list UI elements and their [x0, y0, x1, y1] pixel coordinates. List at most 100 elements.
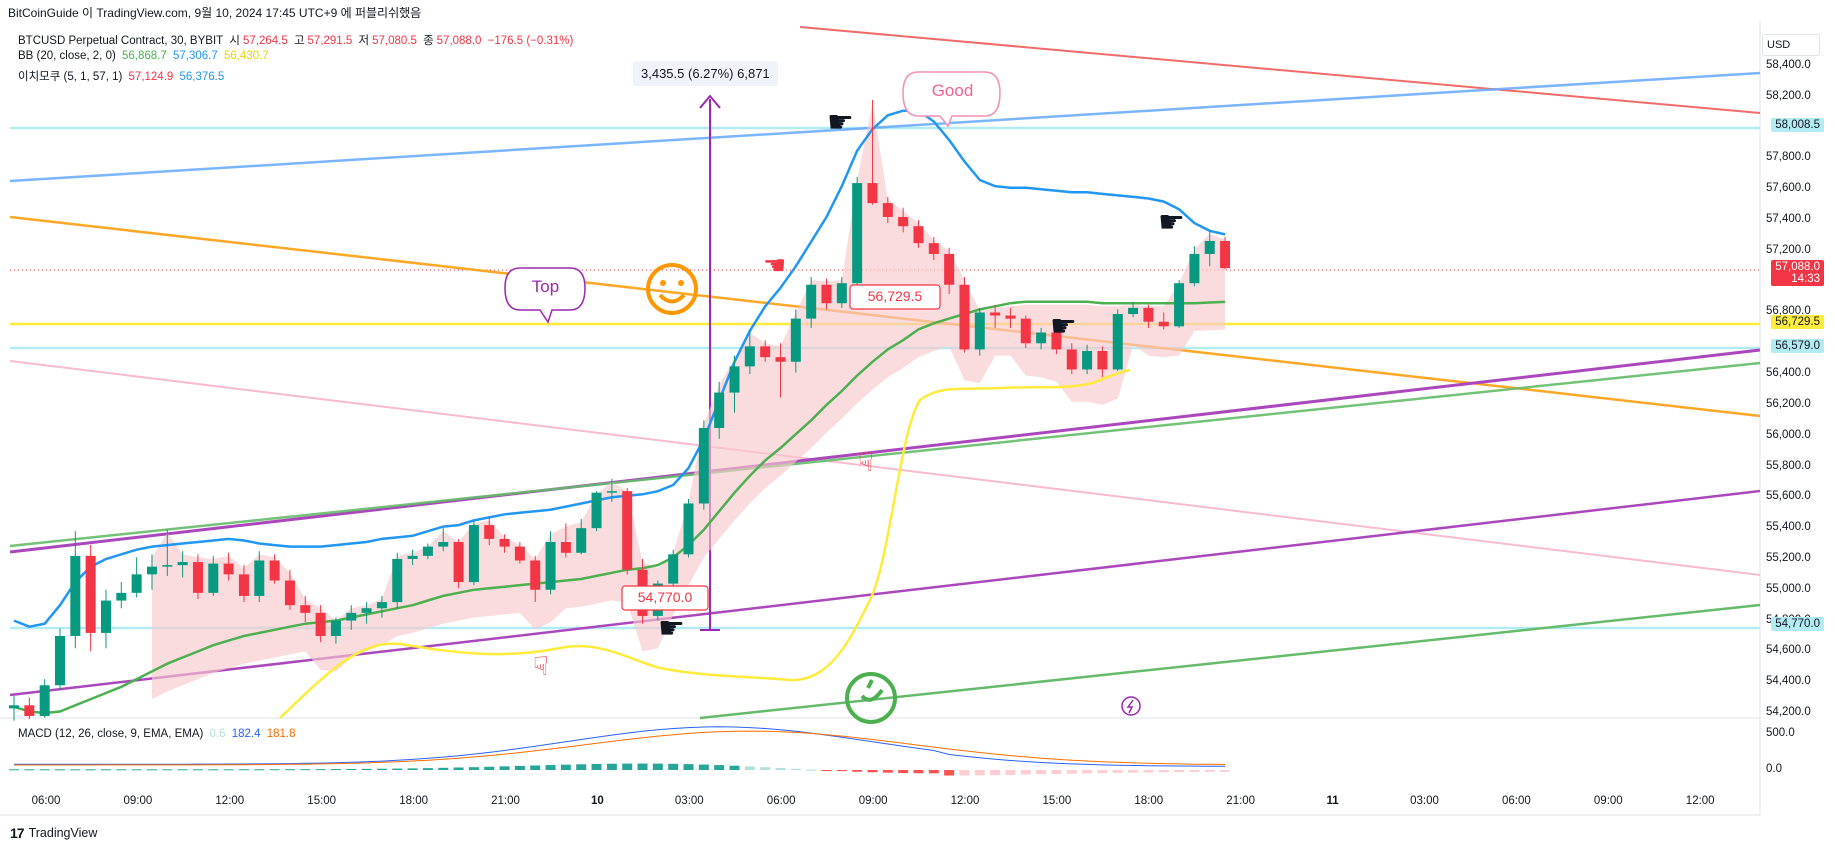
bb-lower-line [279, 368, 1131, 719]
candle-body [100, 600, 111, 633]
macd-histogram-bar [1097, 770, 1108, 774]
macd-histogram-bar [453, 767, 464, 770]
candle [499, 534, 510, 553]
candle-body [85, 555, 96, 633]
bb-lower-value: 56,430.7 [223, 50, 269, 62]
macd-histogram-bar [254, 769, 265, 771]
macd-histogram-bar [637, 763, 648, 770]
candle-body [514, 546, 525, 561]
macd-label[interactable]: MACD (12, 26, close, 9, EMA, EMA) [18, 728, 204, 740]
candle [1005, 307, 1016, 328]
candle [514, 542, 525, 564]
candle-body [852, 183, 863, 284]
price-tick-label: 55,600.0 [1766, 490, 1811, 503]
bb-legend[interactable]: BB (20, close, 2, 0) 56,868.7 57,306.7 5… [18, 50, 272, 62]
candle [392, 552, 403, 609]
bb-label[interactable]: BB (20, close, 2, 0) [18, 50, 116, 62]
macd-histogram-bar [806, 769, 817, 771]
time-tick-label: 12:00 [215, 795, 245, 807]
price-tick-label: 55,000.0 [1766, 582, 1811, 595]
macd-histogram-bar [1189, 770, 1200, 772]
candle-body [361, 608, 372, 613]
candle-body [1082, 350, 1093, 370]
candle-body [714, 392, 725, 429]
candle [959, 277, 970, 353]
candle [1066, 343, 1077, 375]
open-value: 57,264.5 [242, 35, 288, 47]
ichimoku-label[interactable]: 이치모쿠 (5, 1, 57, 1) [18, 71, 123, 83]
macd-histogram-bar [652, 763, 663, 770]
candle [438, 528, 449, 552]
candle [1097, 346, 1108, 378]
candle-body [346, 612, 357, 621]
candle [1189, 246, 1200, 287]
macd-histogram-bar [974, 770, 985, 776]
ichimoku-b-value: 56,376.5 [179, 71, 225, 83]
candle [208, 555, 219, 596]
macd-histogram-bar [882, 770, 893, 773]
candle [1220, 236, 1231, 270]
candle-body [70, 555, 81, 636]
candle [898, 207, 909, 233]
candle-body [545, 542, 556, 590]
smiley-face-orange-icon [646, 263, 698, 315]
footer-brand[interactable]: 17 TradingView [10, 825, 97, 841]
candle-body [729, 366, 740, 393]
macd-histogram-bar [484, 766, 495, 770]
time-tick-label: 10 [590, 795, 604, 807]
macd-histogram-bar [1036, 770, 1047, 775]
pink-trendline [9, 360, 1761, 576]
candle-body [1158, 321, 1169, 327]
mid-label-box [849, 284, 941, 310]
candle [116, 582, 127, 609]
time-tick-label: 21:00 [491, 795, 520, 807]
candle-body [438, 542, 449, 547]
time-tick-label: 09:00 [123, 795, 153, 807]
time-tick-label: 03:00 [1410, 795, 1439, 807]
lightning-icon [1121, 696, 1141, 716]
candle-body [177, 562, 188, 566]
symbol-legend[interactable]: BTCUSD Perpetual Contract, 30, BYBIT 시 57… [18, 32, 576, 48]
currency-unit-button[interactable]: USD [1762, 34, 1820, 56]
candle [622, 488, 633, 575]
good-bubble-text: Good [931, 81, 974, 100]
candle [1158, 312, 1169, 330]
ichimoku-legend[interactable]: 이치모쿠 (5, 1, 57, 1) 57,124.9 56,376.5 [18, 68, 227, 84]
candle-body [576, 528, 587, 553]
candle-body [530, 560, 541, 590]
macd-histogram-bar [560, 764, 571, 770]
macd-histogram-bar [192, 769, 203, 771]
candle-body [944, 253, 955, 285]
candle-body [269, 560, 280, 581]
candle-body [422, 546, 433, 556]
macd-line [14, 726, 1226, 767]
bb-upper-line [13, 109, 1226, 628]
candle-body [913, 226, 924, 244]
candle-body [668, 554, 679, 584]
price-tick-label: 55,400.0 [1766, 521, 1811, 534]
price-tick-label: 55,200.0 [1766, 551, 1811, 564]
macd-histogram-bar [714, 765, 725, 770]
price-tick-label: 54,400.0 [1766, 675, 1811, 688]
macd-histogram-bar [514, 765, 525, 770]
measure-readout[interactable]: 3,435.5 (6.27%) 6,871 [633, 61, 778, 86]
time-tick-label: 12:00 [1685, 795, 1715, 807]
candle [944, 247, 955, 294]
candle-body [990, 312, 1001, 316]
price-badge: 57,088.0 14:33 [1771, 260, 1824, 287]
candle-body [392, 558, 403, 603]
macd-histogram-bar [346, 768, 357, 770]
candle-body [499, 538, 510, 547]
symbol-title[interactable]: BTCUSD Perpetual Contract, 30, BYBIT [18, 35, 224, 47]
publish-caption: BitCoinGuide 이 TradingView.com, 9월 10, 2… [8, 6, 422, 20]
macd-histogram-bar [1143, 770, 1154, 773]
candle-body [683, 503, 694, 555]
price-tick-label: 56,000.0 [1766, 428, 1811, 441]
candle [1112, 309, 1123, 372]
price-tick-label: 57,200.0 [1766, 243, 1811, 256]
high-value: 57,291.5 [307, 35, 353, 47]
macd-legend[interactable]: MACD (12, 26, close, 9, EMA, EMA) 0.6 18… [18, 728, 299, 740]
macd-hist-value: 0.6 [209, 728, 226, 740]
candle [806, 277, 817, 328]
